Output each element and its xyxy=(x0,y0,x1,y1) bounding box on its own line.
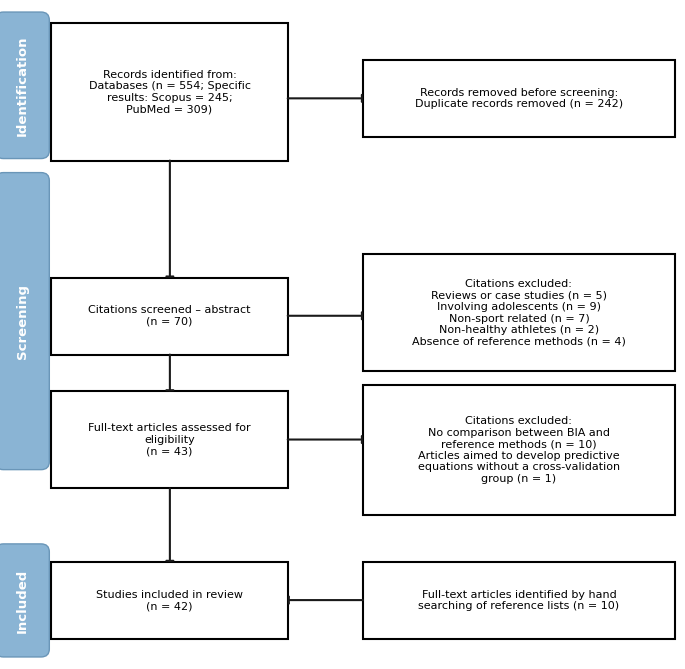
FancyBboxPatch shape xyxy=(0,544,49,657)
Text: Records identified from:
Databases (n = 554; Specific
results: Scopus = 245;
Pub: Records identified from: Databases (n = … xyxy=(88,70,251,114)
FancyBboxPatch shape xyxy=(51,23,288,161)
FancyBboxPatch shape xyxy=(0,12,49,159)
Text: Screening: Screening xyxy=(16,284,29,359)
FancyBboxPatch shape xyxy=(363,385,675,515)
Text: Included: Included xyxy=(16,569,29,633)
FancyBboxPatch shape xyxy=(363,254,675,371)
Text: Full-text articles assessed for
eligibility
(n = 43): Full-text articles assessed for eligibil… xyxy=(88,423,251,456)
FancyBboxPatch shape xyxy=(363,60,675,137)
Text: Full-text articles identified by hand
searching of reference lists (n = 10): Full-text articles identified by hand se… xyxy=(419,589,619,611)
Text: Identification: Identification xyxy=(16,35,29,136)
FancyBboxPatch shape xyxy=(51,562,288,639)
FancyBboxPatch shape xyxy=(51,391,288,488)
FancyBboxPatch shape xyxy=(0,173,49,470)
FancyBboxPatch shape xyxy=(51,278,288,355)
Text: Studies included in review
(n = 42): Studies included in review (n = 42) xyxy=(96,589,243,611)
Text: Citations excluded:
Reviews or case studies (n = 5)
Involving adolescents (n = 9: Citations excluded: Reviews or case stud… xyxy=(412,279,626,347)
Text: Citations excluded:
No comparison between BIA and
reference methods (n = 10)
Art: Citations excluded: No comparison betwee… xyxy=(418,416,620,484)
FancyBboxPatch shape xyxy=(363,562,675,639)
Text: Records removed before screening:
Duplicate records removed (n = 242): Records removed before screening: Duplic… xyxy=(415,88,623,110)
Text: Citations screened – abstract
(n = 70): Citations screened – abstract (n = 70) xyxy=(88,305,251,327)
